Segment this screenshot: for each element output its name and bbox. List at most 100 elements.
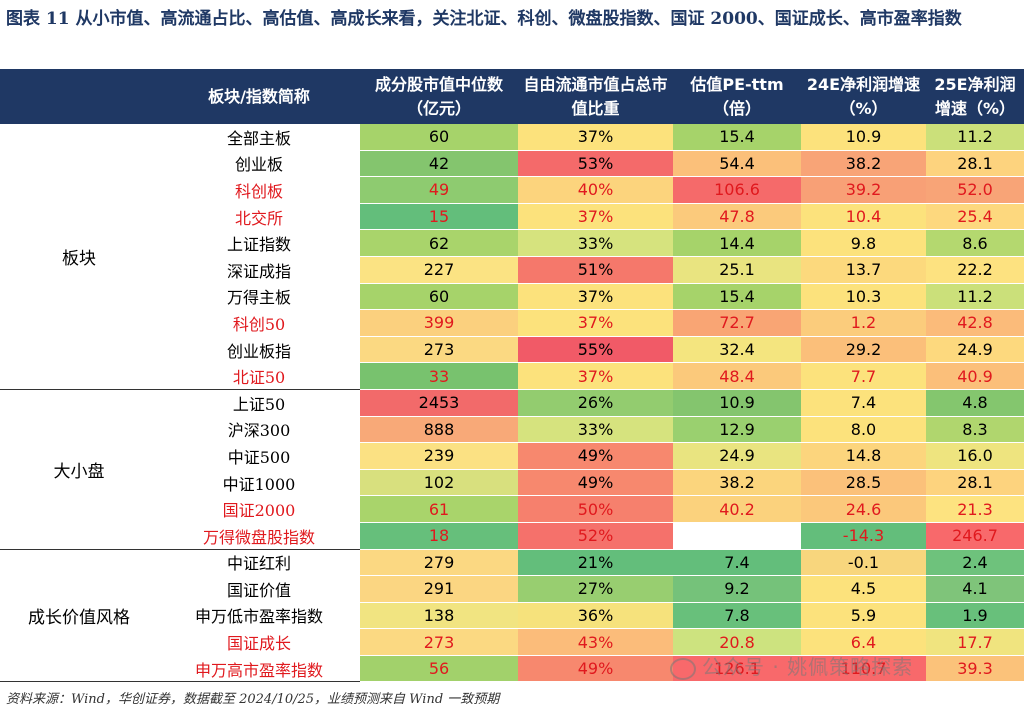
value-cell: 888 <box>360 416 518 444</box>
value-cell: 2.4 <box>926 549 1024 577</box>
value-cell: 8.3 <box>926 416 1024 444</box>
value-cell: 279 <box>360 549 518 577</box>
value-cell: 37% <box>518 309 673 337</box>
value-cell: 24.6 <box>801 495 926 523</box>
value-cell: 246.7 <box>926 522 1024 550</box>
value-cell: 42 <box>360 150 518 178</box>
value-cell: 37% <box>518 124 673 151</box>
value-cell: 25.1 <box>673 256 801 284</box>
value-cell: 37% <box>518 283 673 311</box>
group-label: 大小盘 <box>0 389 158 550</box>
index-name: 申万高市盈率指数 <box>158 655 360 683</box>
value-cell: 1.2 <box>801 309 926 337</box>
header-median-cap: 成分股市值中位数（亿元） <box>360 69 518 124</box>
table-row: 科创50 399 37% 72.7 1.2 42.8 <box>0 309 1024 337</box>
value-cell: 7.4 <box>673 549 801 577</box>
value-cell: 273 <box>360 628 518 656</box>
table-row: 国证价值 291 27% 9.2 4.5 4.1 <box>0 575 1024 603</box>
index-name: 国证价值 <box>158 575 360 603</box>
value-cell: 9.8 <box>801 229 926 257</box>
value-cell: 56 <box>360 655 518 683</box>
index-name: 科创板 <box>158 176 360 204</box>
table-row: 深证成指 227 51% 25.1 13.7 22.2 <box>0 256 1024 284</box>
value-cell: 47.8 <box>673 203 801 231</box>
table-row: 申万低市盈率指数 138 36% 7.8 5.9 1.9 <box>0 602 1024 630</box>
value-cell: 273 <box>360 336 518 364</box>
value-cell: 52% <box>518 522 673 550</box>
group-label: 板块 <box>0 124 158 390</box>
header-25e-growth: 25E净利润增速（%） <box>926 69 1024 124</box>
table-row: 中证500 239 49% 24.9 14.8 16.0 <box>0 442 1024 470</box>
header-24e-growth: 24E净利润增速（%） <box>801 69 926 124</box>
value-cell: 25.4 <box>926 203 1024 231</box>
value-cell: 21% <box>518 549 673 577</box>
value-cell: 11.2 <box>926 124 1024 151</box>
value-cell: 29.2 <box>801 336 926 364</box>
value-cell: 61 <box>360 495 518 523</box>
value-cell: 10.9 <box>801 124 926 151</box>
value-cell: 2453 <box>360 389 518 417</box>
table-row: 北证50 33 37% 48.4 7.7 40.9 <box>0 362 1024 390</box>
table-row: 科创板 49 40% 106.6 39.2 52.0 <box>0 176 1024 204</box>
index-name: 北证50 <box>158 362 360 390</box>
value-cell: 55% <box>518 336 673 364</box>
value-cell: 13.7 <box>801 256 926 284</box>
index-name: 创业板指 <box>158 336 360 364</box>
value-cell: 38.2 <box>673 469 801 497</box>
value-cell: 33% <box>518 416 673 444</box>
index-name: 上证50 <box>158 389 360 417</box>
value-cell: -14.3 <box>801 522 926 550</box>
value-cell: 17.7 <box>926 628 1024 656</box>
index-name: 深证成指 <box>158 256 360 284</box>
index-name: 上证指数 <box>158 229 360 257</box>
value-cell: 26% <box>518 389 673 417</box>
value-cell: 40.9 <box>926 362 1024 390</box>
table-row: 创业板 42 53% 54.4 38.2 28.1 <box>0 150 1024 178</box>
value-cell: 36% <box>518 602 673 630</box>
value-cell: 15.4 <box>673 283 801 311</box>
value-cell: 12.9 <box>673 416 801 444</box>
value-cell: 54.4 <box>673 150 801 178</box>
value-cell: 21.3 <box>926 495 1024 523</box>
table-row: 万得主板 60 37% 15.4 10.3 11.2 <box>0 283 1024 311</box>
value-cell: 33% <box>518 229 673 257</box>
value-cell: 20.8 <box>673 628 801 656</box>
table-row: 沪深300 888 33% 12.9 8.0 8.3 <box>0 416 1024 444</box>
value-cell: 60 <box>360 124 518 151</box>
watermark-text: 公众号 · 姚佩策略探索 <box>702 655 914 679</box>
value-cell: 138 <box>360 602 518 630</box>
value-cell: 11.2 <box>926 283 1024 311</box>
value-cell: 16.0 <box>926 442 1024 470</box>
value-cell: 28.1 <box>926 150 1024 178</box>
index-name: 创业板 <box>158 150 360 178</box>
value-cell: 9.2 <box>673 575 801 603</box>
value-cell: 52.0 <box>926 176 1024 204</box>
table-row: 中证1000 102 49% 38.2 28.5 28.1 <box>0 469 1024 497</box>
value-cell: 6.4 <box>801 628 926 656</box>
value-cell: 4.5 <box>801 575 926 603</box>
watermark: 公众号 · 姚佩策略探索 <box>670 651 913 680</box>
value-cell: 38.2 <box>801 150 926 178</box>
table-row: 申万高市盈率指数 56 49% 126.1 110.7 39.3 <box>0 655 1024 683</box>
value-cell: -0.1 <box>801 549 926 577</box>
index-name: 科创50 <box>158 309 360 337</box>
value-cell: 7.8 <box>673 602 801 630</box>
value-cell: 291 <box>360 575 518 603</box>
value-cell: 106.6 <box>673 176 801 204</box>
index-name: 中证红利 <box>158 549 360 577</box>
value-cell <box>673 522 801 550</box>
value-cell: 15 <box>360 203 518 231</box>
value-cell: 22.2 <box>926 256 1024 284</box>
value-cell: 4.1 <box>926 575 1024 603</box>
index-name: 北交所 <box>158 203 360 231</box>
value-cell: 28.5 <box>801 469 926 497</box>
value-cell: 102 <box>360 469 518 497</box>
value-cell: 10.3 <box>801 283 926 311</box>
value-cell: 49% <box>518 442 673 470</box>
value-cell: 15.4 <box>673 124 801 151</box>
index-comparison-table: 板块/指数简称 成分股市值中位数（亿元） 自由流通市值占总市值比重 估值PE-t… <box>0 69 1024 683</box>
value-cell: 8.0 <box>801 416 926 444</box>
value-cell: 4.8 <box>926 389 1024 417</box>
index-name: 中证500 <box>158 442 360 470</box>
header-row: 板块/指数简称 成分股市值中位数（亿元） 自由流通市值占总市值比重 估值PE-t… <box>0 69 1024 124</box>
